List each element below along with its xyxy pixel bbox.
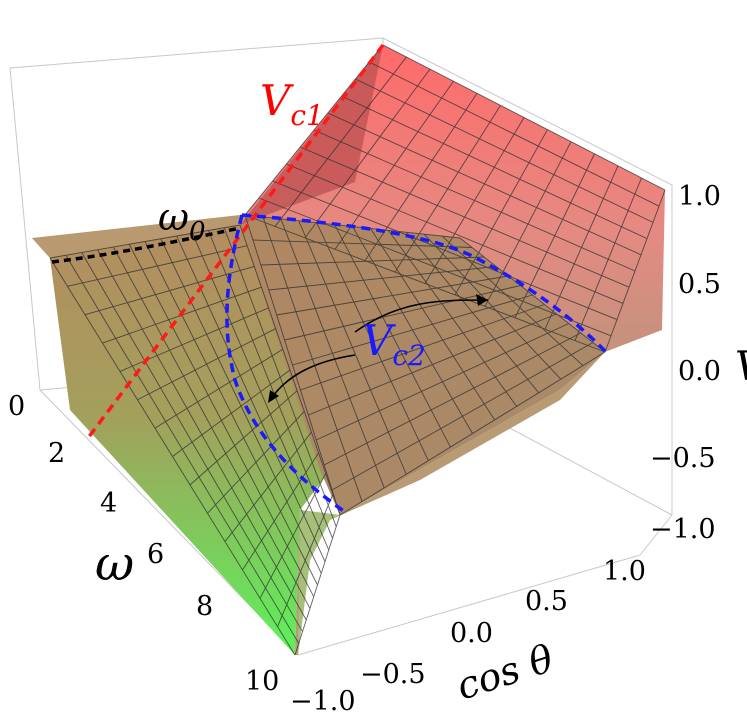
- annotation-vc2-sub: c2: [392, 339, 426, 372]
- mesh-line: [300, 304, 545, 391]
- mesh-line: [292, 294, 533, 366]
- x-tick-label: −1.0: [290, 686, 356, 717]
- arrowhead-right: [476, 294, 488, 306]
- curve-omega0: [51, 226, 241, 264]
- curve-vc2: [241, 213, 608, 354]
- z-tick-label: −0.5: [650, 443, 716, 474]
- mesh-line: [331, 342, 594, 491]
- mesh-line: [394, 105, 501, 273]
- arrows: [269, 299, 489, 401]
- mesh-line: [207, 411, 305, 514]
- mesh-line: [334, 80, 454, 250]
- x-axis: −1.0 −0.5 0.0 0.5 1.0 cos θ: [290, 556, 646, 717]
- mesh-line: [172, 369, 291, 457]
- y-tick-label: 6: [147, 539, 164, 570]
- arrow-vc2-left: [269, 354, 356, 401]
- y-tick-label: 8: [196, 591, 213, 622]
- y-axis-label: ω: [95, 536, 134, 592]
- annotation-omega0-sub: 0: [189, 217, 206, 247]
- x-tick-label: 1.0: [603, 556, 646, 587]
- mesh-line: [454, 129, 548, 296]
- mesh-line: [544, 165, 619, 330]
- mesh-line: [137, 328, 276, 401]
- mesh-line: [276, 275, 509, 316]
- mesh-line: [67, 245, 248, 287]
- mesh-line: [339, 351, 606, 516]
- arrowhead-left: [268, 390, 279, 403]
- y-tick-label: 2: [48, 438, 65, 469]
- surface-left-region: [32, 225, 330, 655]
- y-tick-label: 10: [245, 666, 279, 697]
- curve-vc2-front: [225, 214, 347, 514]
- y-axis: 0 2 4 6 8 10 ω: [8, 391, 279, 697]
- z-tick-label: 0.5: [678, 269, 721, 300]
- mesh-line: [252, 239, 473, 248]
- x-tick-label: 0.0: [450, 618, 493, 649]
- surface: [32, 45, 665, 655]
- surface-sheet: [240, 45, 383, 225]
- mesh-line: [284, 285, 521, 341]
- mesh-line: [484, 141, 572, 307]
- y-tick-label: 0: [8, 391, 25, 422]
- mesh-line: [316, 323, 569, 441]
- y-tick-label: 4: [100, 488, 117, 519]
- annotation-vc1-sub: c1: [290, 99, 324, 132]
- surface-plateau: [32, 182, 355, 258]
- x-tick-label: −0.5: [360, 659, 426, 690]
- mesh-line: [323, 332, 582, 466]
- arrowheads: [268, 294, 488, 403]
- z-tick-label: 0.0: [678, 356, 721, 387]
- mesh-line: [574, 177, 642, 341]
- mesh-line: [154, 348, 284, 429]
- arrow-vc2-right: [354, 299, 489, 333]
- mesh-line: [424, 117, 525, 284]
- mesh-line: [604, 189, 666, 353]
- annotation-omega0: ω0: [158, 195, 206, 247]
- mesh-line: [268, 266, 497, 291]
- mesh-line: [49, 224, 241, 259]
- mesh-line: [277, 494, 334, 627]
- mesh-line: [224, 431, 312, 542]
- annotation-vc1: Vc1: [260, 76, 324, 132]
- surface-front-face: [295, 352, 605, 655]
- mesh-line: [242, 452, 319, 571]
- mesh-line: [274, 56, 407, 227]
- x-tick-label: 0.5: [525, 586, 568, 617]
- mesh-line: [294, 514, 341, 656]
- z-tick-label: 1.0: [678, 181, 721, 212]
- mesh-line: [84, 265, 255, 316]
- mesh-line: [304, 68, 431, 239]
- z-tick-label: −1.0: [650, 514, 716, 545]
- surface-mid-region: [240, 215, 605, 515]
- curve-vc1: [86, 43, 385, 440]
- mesh-line: [308, 313, 557, 416]
- mesh-line: [260, 256, 485, 266]
- z-axis-label: V: [735, 344, 747, 390]
- annotation-vc2: Vc2: [362, 316, 426, 372]
- mesh-line: [189, 390, 298, 486]
- z-axis: 1.0 0.5 0.0 −0.5 −1.0 V: [650, 181, 747, 545]
- mesh-line: [259, 473, 327, 599]
